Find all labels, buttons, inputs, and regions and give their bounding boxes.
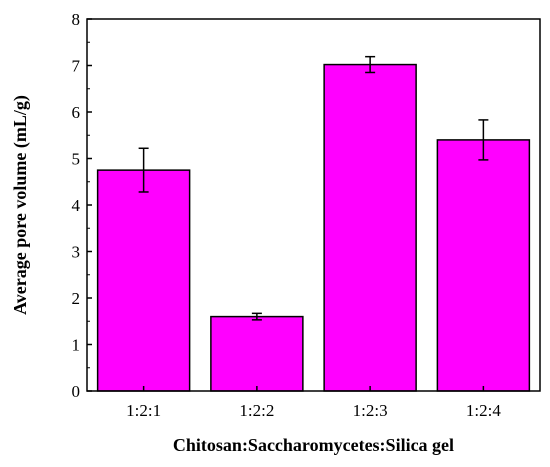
y-tick-label: 6 bbox=[72, 103, 81, 122]
error-bar-1:2:3 bbox=[365, 55, 376, 74]
error-bars-group bbox=[138, 55, 489, 321]
y-tick-label: 3 bbox=[72, 243, 81, 262]
y-tick-label: 4 bbox=[72, 196, 81, 215]
y-tick-label: 5 bbox=[72, 150, 81, 169]
x-tick-label: 1:2:3 bbox=[353, 401, 388, 420]
x-tick-label: 1:2:4 bbox=[466, 401, 501, 420]
bar-1:2:2 bbox=[210, 315, 304, 392]
bars-group bbox=[96, 63, 531, 392]
y-tick-label: 0 bbox=[72, 382, 81, 401]
x-tick-label: 1:2:1 bbox=[126, 401, 161, 420]
y-axis-label: Average pore volume (mL/g) bbox=[10, 95, 31, 315]
bar-1:2:3 bbox=[323, 63, 417, 392]
x-axis-label: Chitosan:Saccharomycetes:Silica gel bbox=[173, 435, 454, 455]
y-tick-label: 2 bbox=[72, 289, 81, 308]
y-axis-ticks: 0 1 2 3 4 5 6 7 8 bbox=[72, 10, 92, 401]
error-bar-1:2:1 bbox=[138, 147, 149, 193]
x-tick-label: 1:2:2 bbox=[239, 401, 274, 420]
y-tick-label: 1 bbox=[72, 336, 81, 355]
error-bar-1:2:4 bbox=[478, 119, 489, 161]
bar-1:2:1 bbox=[96, 169, 191, 392]
error-bar-1:2:2 bbox=[251, 312, 262, 321]
bar-1:2:4 bbox=[436, 139, 531, 392]
x-axis-ticks: 1:2:1 1:2:2 1:2:3 1:2:4 bbox=[126, 386, 501, 420]
y-tick-label: 7 bbox=[72, 57, 81, 76]
y-tick-label: 8 bbox=[72, 10, 81, 29]
